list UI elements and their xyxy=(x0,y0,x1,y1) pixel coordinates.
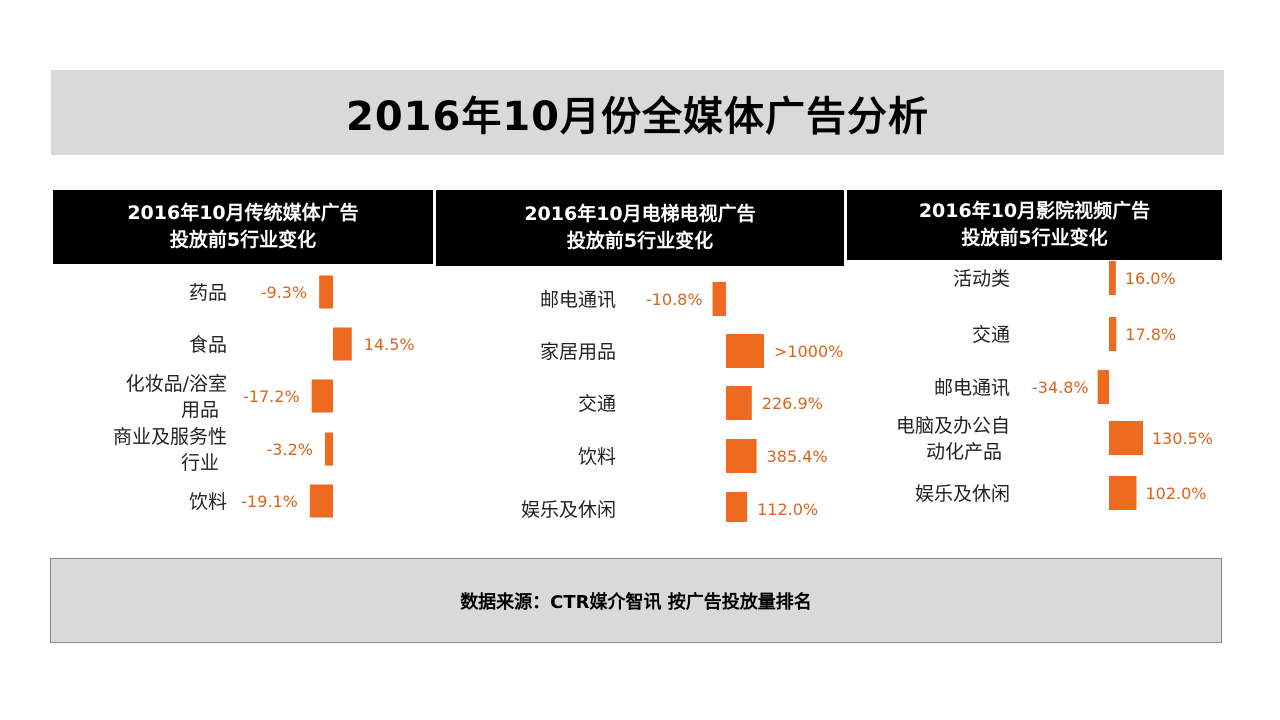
category-label: 邮电通讯 xyxy=(934,377,1010,399)
bar xyxy=(309,484,333,518)
category-label: 娱乐及休闲 xyxy=(915,483,1010,505)
category-label: 邮电通讯 xyxy=(540,289,616,311)
value-label: 17.8% xyxy=(1125,325,1176,344)
chart-elevator-tv: 邮电通讯 -10.8% 家居用品 >1000% 交通 226.9% 饮料 385.4% 娱乐及休… xyxy=(521,282,843,522)
panel-title-line2: 投放前5行业变化 xyxy=(961,227,1108,249)
panel-header: 2016年10月影院视频广告 投放前5行业变化 xyxy=(847,190,1222,260)
category-label: 药品 xyxy=(189,282,227,304)
value-label: -9.3% xyxy=(261,283,307,302)
chart-traditional-media: 药品 -9.3% 食品 14.5% 化妆品/浴室用品 -17.2% 商业及服务性行业 -3.2… xyxy=(113,275,415,518)
bar xyxy=(324,432,333,466)
value-label: 385.4% xyxy=(767,447,828,466)
value-label: -34.8% xyxy=(1032,378,1089,397)
bar xyxy=(1109,476,1137,510)
panel-title-line1: 2016年10月电梯电视广告 xyxy=(524,203,756,225)
bar xyxy=(319,275,333,309)
value-label: -17.2% xyxy=(243,387,300,406)
value-label: 14.5% xyxy=(364,335,415,354)
bar xyxy=(726,492,748,522)
category-label: 食品 xyxy=(189,334,227,356)
page-title: 2016年10月份全媒体广告分析 xyxy=(346,93,929,140)
panel-header: 2016年10月电梯电视广告 投放前5行业变化 xyxy=(436,190,844,266)
category-label: 活动类 xyxy=(953,268,1010,290)
source-box: 数据来源：CTR媒介智讯 按广告投放量排名 xyxy=(50,558,1222,643)
panel-header: 2016年10月传统媒体广告 投放前5行业变化 xyxy=(53,190,433,264)
panel-title-line1: 2016年10月传统媒体广告 xyxy=(127,202,359,224)
panel-title-line2: 投放前5行业变化 xyxy=(566,230,714,252)
panel-traditional-media: 2016年10月传统媒体广告 投放前5行业变化 药品 -9.3% 食品 14.5% 化妆… xyxy=(53,190,433,522)
bar xyxy=(311,379,333,413)
value-label: 102.0% xyxy=(1145,484,1206,503)
value-label: -3.2% xyxy=(267,440,313,459)
value-label: 112.0% xyxy=(757,500,818,519)
title-banner: 2016年10月份全媒体广告分析 xyxy=(51,70,1224,155)
chart-cinema-video: 活动类 16.0% 交通 17.8% 邮电通讯 -34.8% 电脑及办公自动化产品 130.5… xyxy=(896,261,1213,510)
bar xyxy=(1109,317,1117,351)
value-label: -10.8% xyxy=(646,290,703,309)
source-note: 数据来源：CTR媒介智讯 按广告投放量排名 xyxy=(460,591,812,613)
category-label: 家居用品 xyxy=(540,341,616,363)
panel-elevator-tv: 2016年10月电梯电视广告 投放前5行业变化 邮电通讯 -10.8% 家居用品 >1… xyxy=(436,190,844,522)
value-label: 16.0% xyxy=(1125,269,1176,288)
bar xyxy=(726,334,764,368)
category-label: 交通 xyxy=(578,393,616,415)
category-label: 娱乐及休闲 xyxy=(521,499,616,521)
value-label: 226.9% xyxy=(762,394,823,413)
value-label: >1000% xyxy=(774,342,843,361)
panel-title-line2: 投放前5行业变化 xyxy=(169,229,317,251)
bar xyxy=(712,282,726,316)
bar xyxy=(726,386,752,420)
value-label: -19.1% xyxy=(241,492,298,511)
panel-cinema-video: 2016年10月影院视频广告 投放前5行业变化 活动类 16.0% 交通 17.8% 邮… xyxy=(847,190,1222,522)
category-label: 饮料 xyxy=(578,446,616,468)
bar xyxy=(1097,370,1109,404)
panel-title-line1: 2016年10月影院视频广告 xyxy=(918,200,1151,222)
bar xyxy=(1109,421,1143,455)
value-label: 130.5% xyxy=(1152,429,1213,448)
category-label: 电脑及办公自动化产品 xyxy=(896,415,1010,463)
category-label: 商业及服务性行业 xyxy=(113,426,227,474)
category-label: 饮料 xyxy=(189,491,227,513)
category-label: 交通 xyxy=(972,324,1010,346)
bar xyxy=(333,327,352,361)
bar xyxy=(1109,261,1116,295)
bar xyxy=(726,439,757,473)
category-label: 化妆品/浴室用品 xyxy=(126,373,227,421)
